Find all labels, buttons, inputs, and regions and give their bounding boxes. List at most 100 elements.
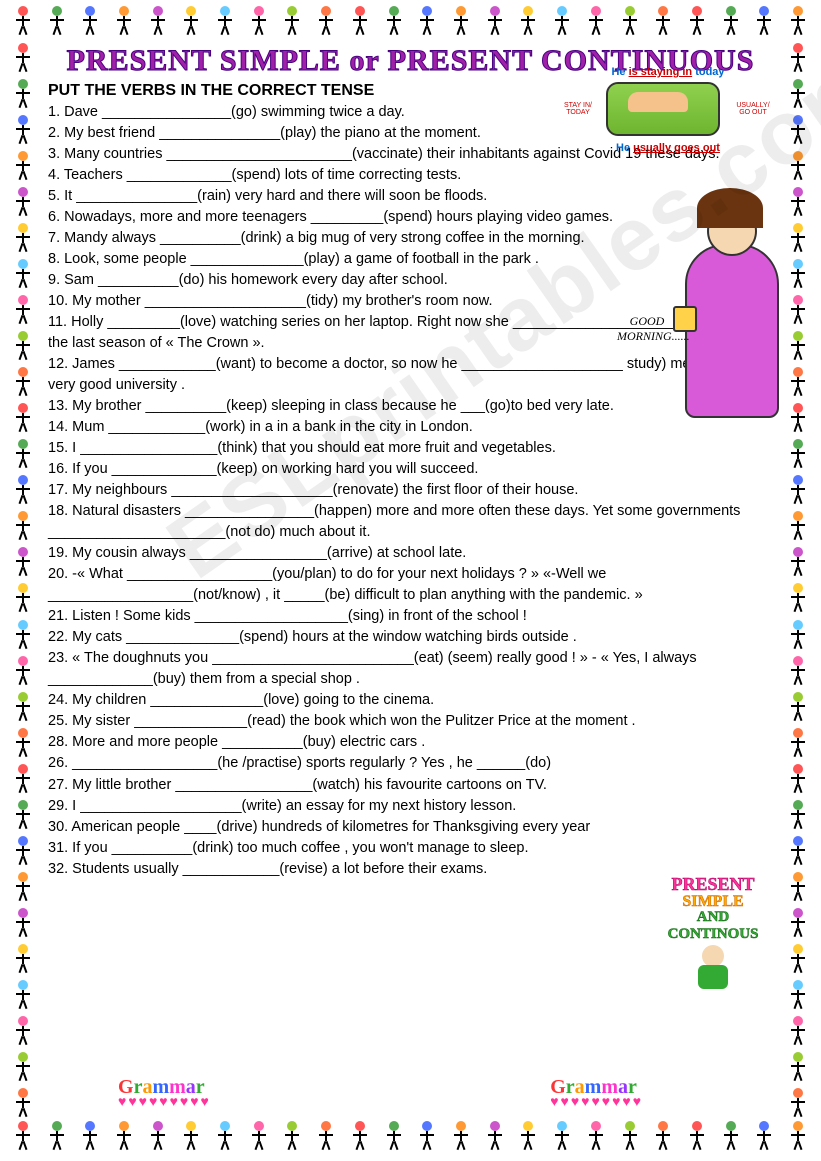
arrow-left-icon: STAY IN/ TODAY <box>563 102 593 116</box>
stick-border-left <box>6 40 40 1121</box>
stick-figure-icon <box>787 187 809 217</box>
stick-figure-icon <box>585 1121 607 1151</box>
stick-figure-icon <box>787 908 809 938</box>
question-row: 4. Teachers _____________(spend) lots of… <box>48 165 773 186</box>
stick-figure-icon <box>787 728 809 758</box>
stick-figure-icon <box>787 836 809 866</box>
stick-figure-icon <box>248 6 270 36</box>
stick-figure-icon <box>787 547 809 577</box>
stick-figure-icon <box>787 583 809 613</box>
side-label: PRESENT SIMPLE AND CONTINOUS <box>653 874 773 995</box>
stick-figure-icon <box>787 1088 809 1118</box>
stick-figure-icon <box>12 692 34 722</box>
question-row: 26. __________________(he /practise) spo… <box>48 753 773 774</box>
stick-figure-icon <box>484 6 506 36</box>
sofa-icon <box>606 82 720 136</box>
question-row: 9. Sam __________(do) his homework every… <box>48 270 773 291</box>
stick-figure-icon <box>787 944 809 974</box>
stick-figure-icon <box>686 6 708 36</box>
question-row: 27. My little brother _________________(… <box>48 775 773 796</box>
stick-figure-icon <box>349 6 371 36</box>
side-label-3: AND CONTINOUS <box>653 909 773 943</box>
question-row: 7. Mandy always __________(drink) a big … <box>48 228 773 249</box>
stick-figure-icon <box>12 331 34 361</box>
stick-figure-icon <box>787 439 809 469</box>
stick-figure-icon <box>12 6 34 36</box>
stick-figure-icon <box>652 6 674 36</box>
grammar-left: Grammar ♥♥♥♥♥♥♥♥♥ <box>118 1076 211 1111</box>
stick-figure-icon <box>349 1121 371 1151</box>
stick-figure-icon <box>281 6 303 36</box>
stick-figure-icon <box>147 1121 169 1151</box>
stick-figure-icon <box>585 6 607 36</box>
stick-figure-icon <box>12 656 34 686</box>
hint-line2: He usually goes out <box>563 142 773 154</box>
stick-figure-icon <box>484 1121 506 1151</box>
stick-figure-icon <box>12 223 34 253</box>
stick-figure-icon <box>787 980 809 1010</box>
stick-figure-icon <box>281 1121 303 1151</box>
stick-figure-icon <box>12 115 34 145</box>
stick-figure-icon <box>619 1121 641 1151</box>
stick-figure-icon <box>787 800 809 830</box>
stick-figure-icon <box>12 583 34 613</box>
stick-figure-icon <box>787 692 809 722</box>
stick-figure-icon <box>787 43 809 73</box>
question-row: 5. It _______________(rain) very hard an… <box>48 186 773 207</box>
stick-figure-icon <box>551 1121 573 1151</box>
question-row: 17. My neighbours ____________________(r… <box>48 480 773 501</box>
hint-line1: He is staying in today <box>563 66 773 78</box>
stick-figure-icon <box>787 403 809 433</box>
question-row: 13. My brother __________(keep) sleeping… <box>48 396 773 417</box>
hint-box: He is staying in today STAY IN/ TODAY US… <box>563 66 773 154</box>
hearts-icon: ♥♥♥♥♥♥♥♥♥ <box>118 1095 211 1111</box>
stick-figure-icon <box>383 1121 405 1151</box>
stick-figure-icon <box>787 1121 809 1151</box>
stick-figure-icon <box>450 6 472 36</box>
stick-figure-icon <box>12 511 34 541</box>
stick-figure-icon <box>12 367 34 397</box>
stick-figure-icon <box>12 1121 34 1151</box>
stick-figure-icon <box>720 1121 742 1151</box>
question-row: 29. I ____________________(write) an ess… <box>48 796 773 817</box>
stick-figure-icon <box>12 79 34 109</box>
stick-figure-icon <box>517 6 539 36</box>
grammar-right: Grammar ♥♥♥♥♥♥♥♥♥ <box>550 1076 643 1111</box>
stick-figure-icon <box>787 656 809 686</box>
stick-figure-icon <box>79 6 101 36</box>
stick-figure-icon <box>787 367 809 397</box>
question-row: 16. If you _____________(keep) on workin… <box>48 459 773 480</box>
stick-figure-icon <box>113 6 135 36</box>
stick-figure-icon <box>12 151 34 181</box>
stick-figure-icon <box>787 115 809 145</box>
stick-figure-icon <box>214 1121 236 1151</box>
stick-figure-icon <box>619 6 641 36</box>
stick-figure-icon <box>12 259 34 289</box>
question-row: 31. If you __________(drink) too much co… <box>48 838 773 859</box>
stick-figure-icon <box>12 908 34 938</box>
hint-line2-underline: usually goes out <box>633 142 720 154</box>
stick-figure-icon <box>12 872 34 902</box>
stick-figure-icon <box>180 6 202 36</box>
content-area: PRESENT SIMPLE or PRESENT CONTINUOUS PUT… <box>48 44 773 1117</box>
stick-figure-icon <box>12 187 34 217</box>
stick-figure-icon <box>12 944 34 974</box>
stick-figure-icon <box>12 764 34 794</box>
stick-figure-icon <box>46 1121 68 1151</box>
stick-figure-icon <box>12 836 34 866</box>
question-row: 15. I _________________(think) that you … <box>48 438 773 459</box>
stick-figure-icon <box>12 620 34 650</box>
question-row: 18. Natural disasters ________________(h… <box>48 501 773 543</box>
stick-figure-icon <box>720 6 742 36</box>
stick-figure-icon <box>214 6 236 36</box>
stick-figure-icon <box>12 980 34 1010</box>
stick-figure-icon <box>12 295 34 325</box>
stick-figure-icon <box>12 1052 34 1082</box>
stick-figure-icon <box>787 6 809 36</box>
hearts-icon: ♥♥♥♥♥♥♥♥♥ <box>550 1095 643 1111</box>
morning-lady-icon <box>685 244 779 418</box>
stick-figure-icon <box>12 1016 34 1046</box>
stick-figure-icon <box>787 620 809 650</box>
stick-figure-icon <box>753 6 775 36</box>
hint-line2-pre: He <box>616 142 633 154</box>
